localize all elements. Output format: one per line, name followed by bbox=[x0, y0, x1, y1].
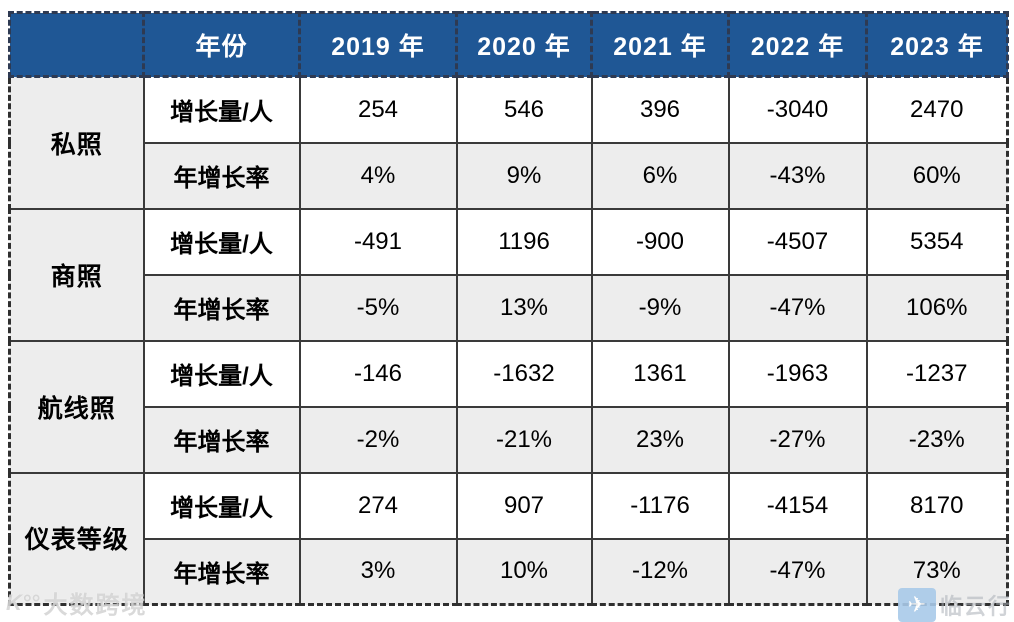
table-row: 年增长率 4% 9% 6% -43% 60% bbox=[10, 141, 1009, 210]
table-row: 年增长率 -2% -21% 23% -27% -23% bbox=[10, 405, 1009, 474]
value-cell: -47% bbox=[727, 537, 868, 606]
value-cell: 3% bbox=[298, 537, 458, 606]
header-2020: 2020 年 bbox=[455, 11, 593, 78]
value-cell: 546 bbox=[455, 75, 593, 144]
header-2021: 2021 年 bbox=[590, 11, 730, 78]
rate-label: 年增长率 bbox=[142, 141, 301, 210]
value-cell: 1196 bbox=[455, 207, 593, 276]
value-cell: 1361 bbox=[590, 339, 730, 408]
value-cell: 4% bbox=[298, 141, 458, 210]
value-cell: -9% bbox=[590, 273, 730, 342]
value-cell: 8170 bbox=[865, 471, 1009, 540]
value-cell: -146 bbox=[298, 339, 458, 408]
value-cell: -1237 bbox=[865, 339, 1009, 408]
table-row: 航线照 增长量/人 -146 -1632 1361 -1963 -1237 bbox=[8, 339, 1009, 474]
header-corner-cell bbox=[8, 11, 145, 78]
header-year-title: 年份 bbox=[142, 11, 301, 78]
table-row: 年增长率 3% 10% -12% -47% 73% bbox=[10, 537, 1009, 606]
category-shangzhao: 商照 bbox=[8, 207, 145, 342]
growth-label: 增长量/人 bbox=[142, 207, 301, 276]
value-cell: 13% bbox=[455, 273, 593, 342]
value-cell: -3040 bbox=[727, 75, 868, 144]
table-row: 商照 增长量/人 -491 1196 -900 -4507 5354 bbox=[8, 207, 1009, 342]
value-cell: 907 bbox=[455, 471, 593, 540]
value-cell: -491 bbox=[298, 207, 458, 276]
value-cell: 10% bbox=[455, 537, 593, 606]
table-row: 年增长率 -5% 13% -9% -47% 106% bbox=[10, 273, 1009, 342]
category-hangxianzhao: 航线照 bbox=[8, 339, 145, 474]
value-cell: -5% bbox=[298, 273, 458, 342]
value-cell: -43% bbox=[727, 141, 868, 210]
table-header-row: 年份 2019 年 2020 年 2021 年 2022 年 2023 年 bbox=[8, 11, 1009, 78]
value-cell: 396 bbox=[590, 75, 730, 144]
value-cell: 106% bbox=[865, 273, 1009, 342]
header-2023: 2023 年 bbox=[865, 11, 1009, 78]
header-2019: 2019 年 bbox=[298, 11, 458, 78]
header-2022: 2022 年 bbox=[727, 11, 868, 78]
value-cell: -2% bbox=[298, 405, 458, 474]
value-cell: 274 bbox=[298, 471, 458, 540]
category-sizhao: 私照 bbox=[8, 75, 145, 210]
value-cell: -4507 bbox=[727, 207, 868, 276]
value-cell: -47% bbox=[727, 273, 868, 342]
value-cell: -23% bbox=[865, 405, 1009, 474]
value-cell: 23% bbox=[590, 405, 730, 474]
value-cell: -1963 bbox=[727, 339, 868, 408]
value-cell: -900 bbox=[590, 207, 730, 276]
value-cell: -27% bbox=[727, 405, 868, 474]
table-row: 私照 增长量/人 254 546 396 -3040 2470 bbox=[8, 75, 1009, 210]
rate-label: 年增长率 bbox=[142, 537, 301, 606]
rate-label: 年增长率 bbox=[142, 405, 301, 474]
value-cell: 60% bbox=[865, 141, 1009, 210]
table-row: 仪表等级 增长量/人 274 907 -1176 -4154 8170 bbox=[8, 471, 1009, 606]
value-cell: 9% bbox=[455, 141, 593, 210]
value-cell: 2470 bbox=[865, 75, 1009, 144]
value-cell: 254 bbox=[298, 75, 458, 144]
category-yibiaodengji: 仪表等级 bbox=[8, 471, 145, 606]
growth-label: 增长量/人 bbox=[142, 339, 301, 408]
value-cell: -1632 bbox=[455, 339, 593, 408]
growth-table: 年份 2019 年 2020 年 2021 年 2022 年 2023 年 私照… bbox=[8, 11, 1009, 606]
growth-label: 增长量/人 bbox=[142, 75, 301, 144]
value-cell: -12% bbox=[590, 537, 730, 606]
growth-label: 增长量/人 bbox=[142, 471, 301, 540]
rate-label: 年增长率 bbox=[142, 273, 301, 342]
value-cell: -4154 bbox=[727, 471, 868, 540]
value-cell: 73% bbox=[865, 537, 1009, 606]
value-cell: -1176 bbox=[590, 471, 730, 540]
value-cell: 5354 bbox=[865, 207, 1009, 276]
value-cell: 6% bbox=[590, 141, 730, 210]
value-cell: -21% bbox=[455, 405, 593, 474]
